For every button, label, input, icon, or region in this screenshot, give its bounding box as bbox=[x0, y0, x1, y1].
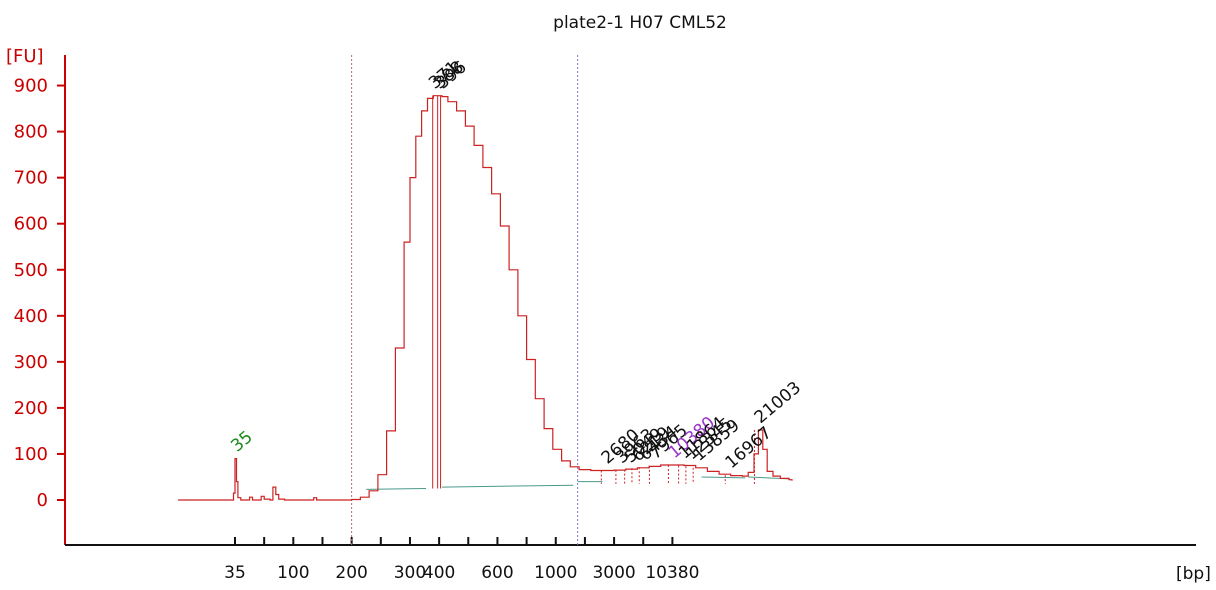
peak-baseline bbox=[701, 476, 746, 479]
y-axis-unit-label: [FU] bbox=[6, 46, 44, 67]
x-tick-label: 600 bbox=[481, 563, 513, 583]
y-tick-label: 300 bbox=[14, 352, 48, 373]
x-tick-label: 300 bbox=[394, 563, 426, 583]
peak-label: 35 bbox=[227, 427, 256, 456]
chart-title: plate2-1 H07 CML52 bbox=[553, 13, 727, 33]
y-tick-label: 900 bbox=[14, 76, 48, 97]
peak-baseline bbox=[366, 487, 427, 490]
x-tick-label: 1000 bbox=[534, 563, 577, 583]
x-tick-label: 200 bbox=[335, 563, 367, 583]
y-tick-label: 700 bbox=[14, 168, 48, 189]
x-tick-label: 100 bbox=[277, 563, 309, 583]
y-tick-label: 800 bbox=[14, 122, 48, 143]
x-tick-label: 400 bbox=[423, 563, 455, 583]
fluorescence-trace bbox=[178, 95, 793, 501]
x-tick-label: 10380 bbox=[645, 563, 699, 583]
x-tick-label: 35 bbox=[224, 563, 246, 583]
y-tick-label: 500 bbox=[14, 260, 48, 281]
y-tick-label: 200 bbox=[14, 398, 48, 419]
y-tick-label: 0 bbox=[37, 490, 48, 511]
x-tick-label: 3000 bbox=[592, 563, 635, 583]
peak-baseline bbox=[442, 484, 574, 488]
y-tick-label: 400 bbox=[14, 306, 48, 327]
x-axis-unit-label: [bp] bbox=[1176, 564, 1211, 584]
y-tick-label: 100 bbox=[14, 444, 48, 465]
y-tick-label: 600 bbox=[14, 214, 48, 235]
peak-label: 21003 bbox=[751, 378, 805, 428]
